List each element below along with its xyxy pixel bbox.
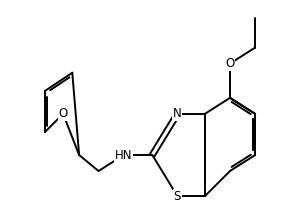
Text: S: S <box>174 190 181 203</box>
Text: O: O <box>58 107 68 120</box>
Text: O: O <box>225 57 235 70</box>
Text: N: N <box>173 107 182 120</box>
Text: HN: HN <box>115 149 133 162</box>
